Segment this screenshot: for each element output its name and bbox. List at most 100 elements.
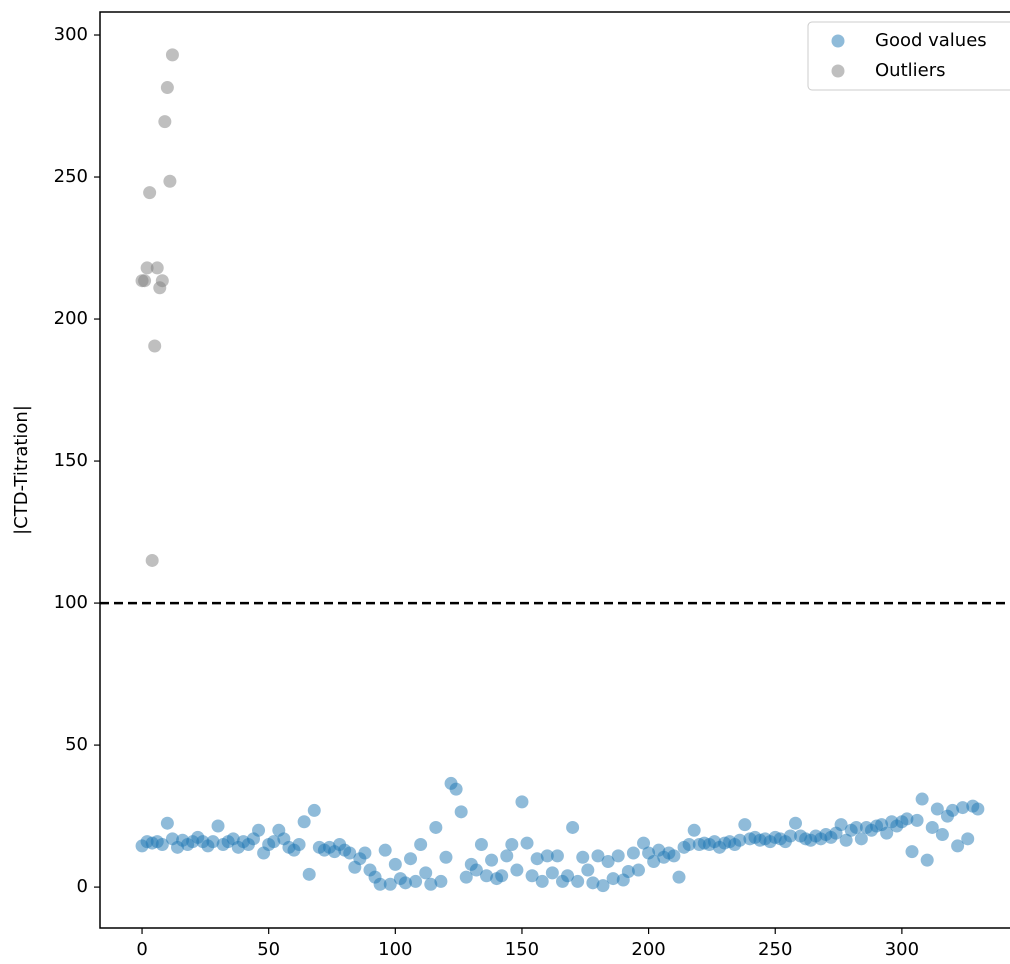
- data-point: [586, 876, 600, 890]
- x-tick-label: 0: [136, 939, 147, 960]
- data-point: [946, 803, 960, 817]
- data-point: [606, 872, 620, 886]
- data-point: [733, 833, 747, 847]
- data-point: [373, 877, 387, 891]
- data-point: [267, 835, 281, 849]
- data-point: [530, 852, 544, 866]
- data-point: [961, 832, 975, 846]
- data-point: [206, 835, 220, 849]
- data-point: [454, 805, 468, 819]
- data-point: [854, 832, 868, 846]
- legend-marker: [831, 34, 845, 48]
- data-point: [935, 828, 949, 842]
- data-point: [424, 877, 438, 891]
- data-point: [880, 826, 894, 840]
- data-point: [398, 876, 412, 890]
- data-point: [143, 186, 157, 200]
- data-point: [839, 833, 853, 847]
- data-point: [155, 274, 169, 288]
- y-tick-label: 300: [54, 24, 88, 45]
- legend-marker: [831, 64, 845, 78]
- y-tick-label: 250: [54, 166, 88, 187]
- data-point: [930, 802, 944, 816]
- data-point: [910, 813, 924, 827]
- data-point: [160, 81, 174, 95]
- data-point: [358, 846, 372, 860]
- x-tick-label: 250: [758, 939, 792, 960]
- data-point: [485, 853, 499, 867]
- data-point: [449, 782, 463, 796]
- y-tick-label: 150: [54, 450, 88, 471]
- data-point: [302, 867, 316, 881]
- data-point: [150, 261, 164, 275]
- data-point: [682, 837, 696, 851]
- data-point: [900, 812, 914, 826]
- data-point: [297, 815, 311, 829]
- y-tick-label: 200: [54, 308, 88, 329]
- data-point: [545, 866, 559, 880]
- data-point: [576, 850, 590, 864]
- legend-box: [807, 21, 1010, 91]
- data-point: [591, 849, 605, 863]
- x-tick-label: 200: [631, 939, 665, 960]
- data-point: [956, 801, 970, 815]
- data-point: [469, 863, 483, 877]
- data-point: [145, 553, 159, 567]
- data-point: [783, 829, 797, 843]
- data-point: [525, 869, 539, 883]
- y-tick-label: 50: [65, 734, 88, 755]
- legend-label: Outliers: [875, 60, 946, 81]
- data-point: [738, 818, 752, 832]
- data-point: [138, 274, 152, 288]
- data-point: [474, 837, 488, 851]
- data-point: [789, 816, 803, 830]
- x-tick-label: 150: [505, 939, 539, 960]
- data-point: [409, 874, 423, 888]
- data-point: [155, 837, 169, 851]
- data-point: [667, 849, 681, 863]
- data-point: [378, 843, 392, 857]
- data-point: [951, 839, 965, 853]
- y-tick-label: 0: [77, 876, 88, 897]
- data-point: [540, 849, 554, 863]
- data-point: [495, 869, 509, 883]
- data-point: [148, 339, 162, 353]
- data-point: [535, 874, 549, 888]
- data-point: [388, 857, 402, 871]
- data-point: [480, 869, 494, 883]
- data-point: [292, 837, 306, 851]
- x-tick-label: 50: [257, 939, 280, 960]
- data-point: [596, 879, 610, 893]
- data-point: [647, 855, 661, 869]
- data-point: [343, 846, 357, 860]
- data-point: [307, 803, 321, 817]
- data-point: [920, 853, 934, 867]
- data-point: [581, 863, 595, 877]
- data-point: [163, 174, 177, 188]
- data-point: [160, 816, 174, 830]
- data-point: [687, 823, 701, 837]
- data-point: [419, 866, 433, 880]
- data-point: [672, 870, 686, 884]
- data-point: [140, 261, 154, 275]
- data-point: [252, 823, 266, 837]
- plot-frame: [99, 11, 1010, 929]
- data-point: [626, 846, 640, 860]
- data-point: [404, 852, 418, 866]
- data-point: [637, 836, 651, 850]
- data-point: [158, 115, 172, 129]
- x-tick-label: 300: [885, 939, 919, 960]
- data-point: [550, 849, 564, 863]
- data-point: [915, 792, 929, 806]
- data-point: [459, 870, 473, 884]
- data-point: [414, 837, 428, 851]
- data-point: [571, 874, 585, 888]
- data-point: [211, 819, 225, 833]
- data-point: [611, 849, 625, 863]
- data-point: [165, 48, 179, 62]
- data-point: [601, 855, 615, 869]
- data-point: [631, 863, 645, 877]
- data-point: [510, 863, 524, 877]
- y-axis-label: |CTD-Titration|: [11, 405, 32, 535]
- data-point: [383, 877, 397, 891]
